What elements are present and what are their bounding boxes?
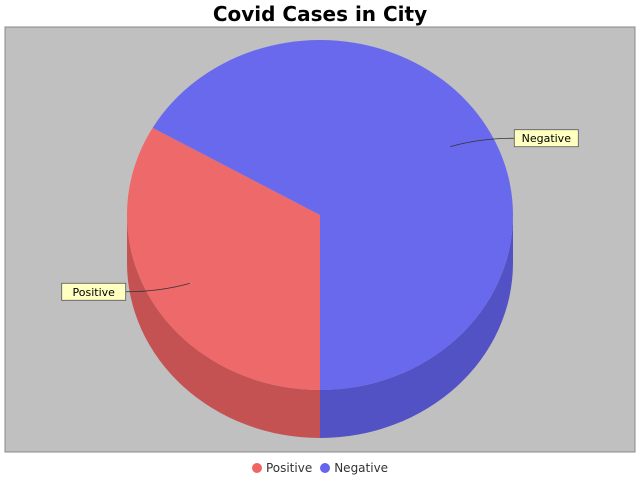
slice-label-positive: Positive (73, 286, 116, 299)
slice-label-negative: Negative (522, 132, 572, 145)
label-box-positive (61, 282, 127, 301)
legend-label-positive: Positive (265, 461, 313, 475)
legend-item-negative: Negative (320, 461, 388, 475)
legend-swatch-positive (251, 463, 262, 473)
legend-label-negative: Negative (334, 461, 389, 475)
label-box-negative (513, 129, 579, 148)
pie-wall-positive (127, 215, 320, 438)
legend-item-positive: Positive (251, 461, 313, 475)
leader-line-positive (125, 282, 190, 293)
legend: Positive Negative (0, 459, 640, 477)
pie-layer (126, 39, 513, 438)
pie-wall-negative (320, 215, 513, 438)
leader-line-negative (450, 137, 515, 148)
pie-slice-positive (126, 127, 320, 391)
pie-slice-negative (152, 39, 513, 390)
label-layer: Positive Negative (61, 129, 579, 301)
chart-title: Covid Cases in City (212, 2, 428, 26)
legend-swatch-negative (320, 463, 331, 473)
